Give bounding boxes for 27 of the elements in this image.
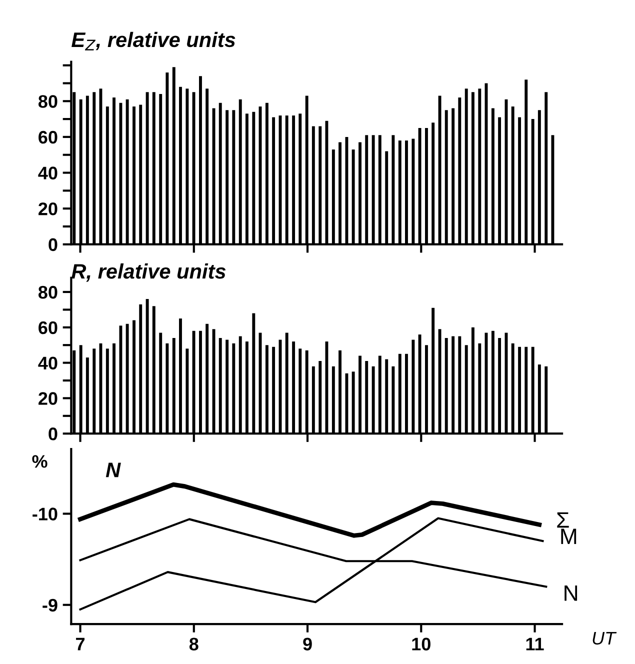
y-tick-label: 60 (38, 321, 58, 334)
x-axis-title: UT (592, 632, 617, 645)
line-series (78, 482, 542, 538)
chart-title: R, relative units (72, 263, 226, 282)
y-tick-label: -10 (32, 508, 58, 520)
y-tick-label: 20 (38, 202, 58, 216)
y-axis-title: % (32, 455, 48, 468)
y-tick-label: 20 (38, 392, 58, 405)
series-label: M (561, 528, 576, 544)
x-tick-label: 8 (189, 638, 198, 650)
y-tick-label: 0 (48, 428, 58, 440)
y-tick-label: 80 (38, 95, 58, 108)
chart-title: E$_{Z}$, relative units (72, 32, 236, 50)
y-tick-label: 40 (38, 356, 58, 370)
y-tick-label: 0 (48, 238, 58, 252)
x-tick-label: 9 (303, 638, 312, 650)
y-tick-label: 80 (38, 286, 58, 299)
x-tick-label: 7 (76, 638, 84, 650)
y-tick-label: 60 (38, 130, 58, 144)
x-tick-label: 11 (526, 638, 544, 650)
text: N (106, 462, 121, 478)
line-series (79, 517, 544, 610)
series-label: Σ (557, 512, 569, 528)
y-tick-label: 40 (38, 166, 58, 180)
x-tick-label: 10 (412, 638, 430, 650)
series-label: N (564, 585, 578, 601)
y-tick-label: -9 (42, 598, 58, 612)
